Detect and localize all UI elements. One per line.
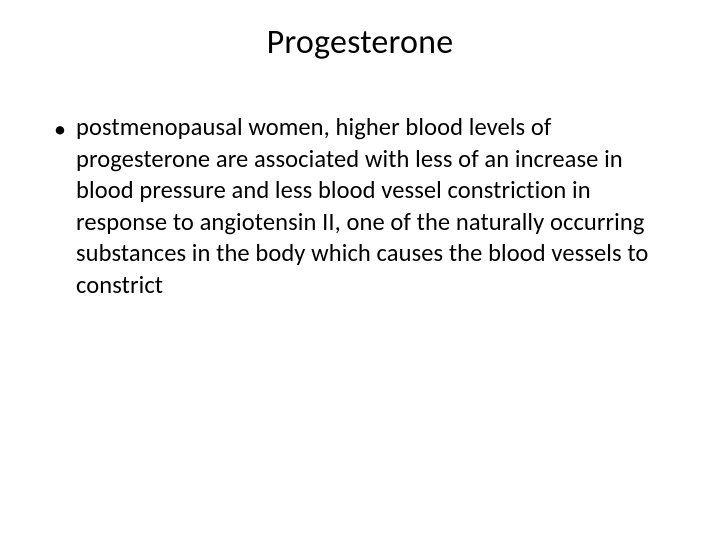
slide: Progesterone • postmenopausal women, hig… [0, 0, 720, 540]
bullet-marker: • [54, 112, 76, 147]
bullet-text: postmenopausal women, higher blood level… [76, 112, 666, 301]
bullet-item: • postmenopausal women, higher blood lev… [54, 112, 666, 301]
slide-body: • postmenopausal women, higher blood lev… [54, 112, 666, 301]
slide-title: Progesterone [0, 22, 720, 63]
